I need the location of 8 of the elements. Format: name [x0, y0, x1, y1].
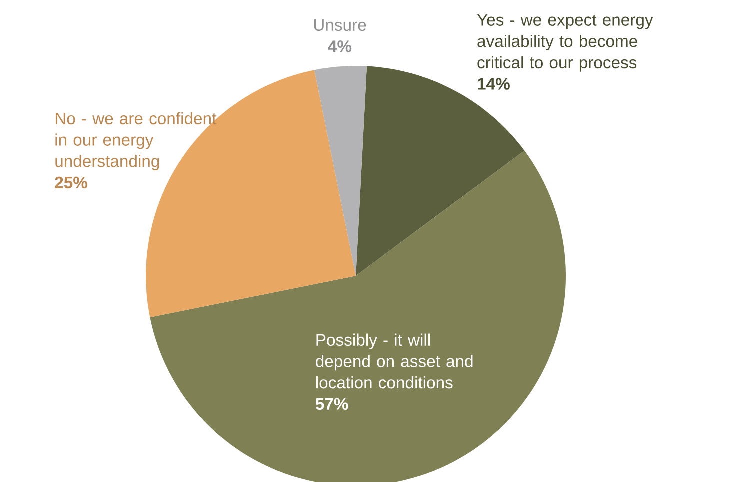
slice-label: Unsure	[314, 19, 366, 32]
data-label: 4%	[328, 40, 352, 52]
slice-label: Possibly - it will depend on asset and location conditions	[316, 334, 473, 389]
slice-label: Yes - we expect energy availability to become critical to our process	[477, 14, 654, 72]
data-label: 25%	[55, 176, 88, 189]
slice-label: No - we are confident in our energy understanding	[56, 112, 217, 171]
data-label: 14%	[478, 78, 510, 90]
data-label: 57%	[316, 398, 348, 410]
